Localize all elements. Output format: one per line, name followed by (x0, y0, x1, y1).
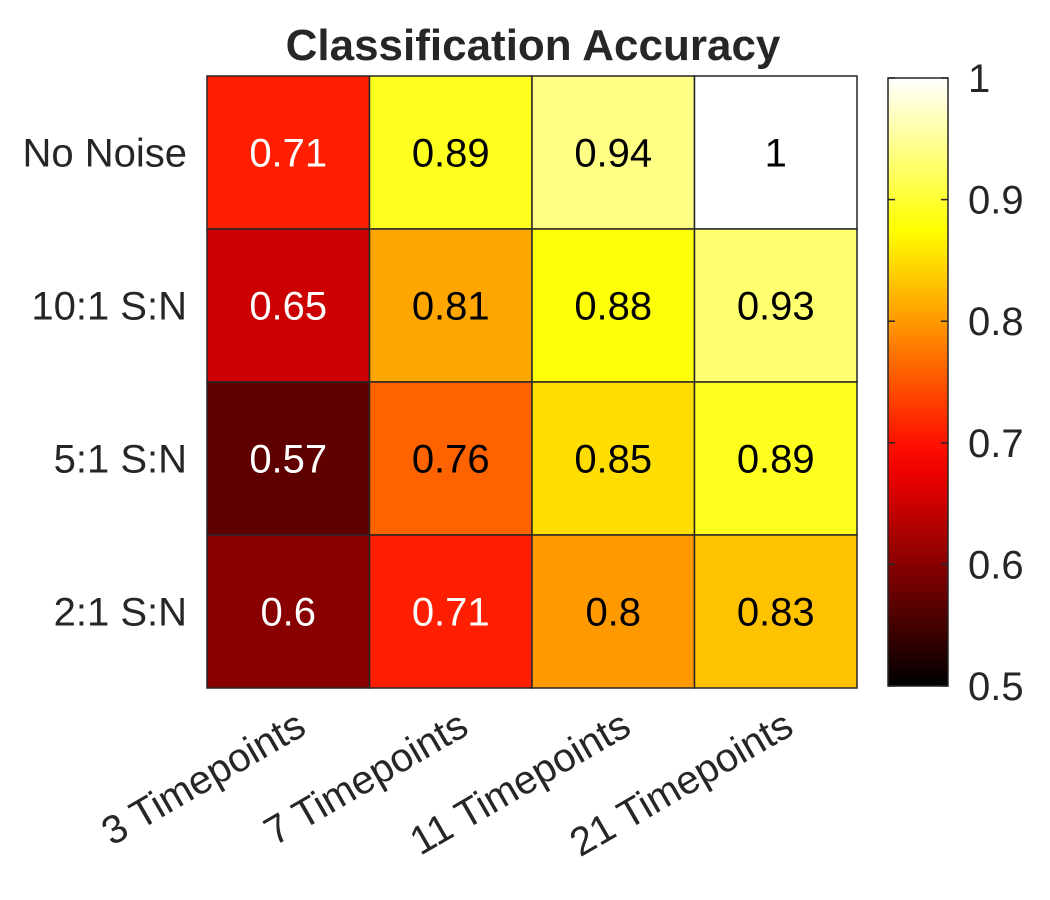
cell-value-label: 0.89 (737, 438, 815, 482)
colorbar-tick-label: 0.5 (968, 665, 1024, 709)
heatmap-cell (531, 75, 696, 230)
heatmap-cell (693, 381, 858, 536)
y-tick-label: 2:1 S:N (54, 591, 187, 635)
colorbar-gradient (887, 77, 949, 687)
cell-value-label: 0.93 (737, 285, 815, 329)
cell-value-label: 0.8 (585, 591, 641, 635)
y-tick-label: No Noise (22, 132, 187, 176)
cell-value-label: 0.94 (574, 132, 652, 176)
heatmap-cells: 0.71 0.89 0.94 1 0.65 0.81 0.88 0.93 0.57 0.76 0.8… (206, 75, 858, 689)
cell-value-label: 0.83 (737, 591, 815, 635)
y-tick-label: 10:1 S:N (31, 285, 187, 329)
y-tick-label: 5:1 S:N (54, 438, 187, 482)
heatmap-cell (368, 75, 533, 230)
cell-value-label: 0.76 (412, 438, 490, 482)
heatmap-cell (693, 534, 858, 689)
chart-title: Classification Accuracy (286, 21, 781, 70)
colorbar-tick-label: 0.6 (968, 543, 1024, 587)
cell-value-label: 0.57 (249, 438, 327, 482)
y-axis-tick-labels: No Noise 10:1 S:N 5:1 S:N 2:1 S:N (22, 132, 187, 635)
heatmap-cell (693, 228, 858, 383)
heatmap-cell (693, 75, 858, 230)
cell-value-label: 0.65 (249, 285, 327, 329)
cell-value-label: 0.71 (412, 591, 490, 635)
cell-value-label: 0.85 (574, 438, 652, 482)
heatmap-cell (206, 534, 371, 689)
cell-value-label: 0.88 (574, 285, 652, 329)
heatmap-cell (368, 381, 533, 536)
cell-value-label: 0.89 (412, 132, 490, 176)
heatmap-cell (368, 534, 533, 689)
cell-value-label: 0.81 (412, 285, 490, 329)
heatmap-cell (206, 75, 371, 230)
heatmap-cell (206, 228, 371, 383)
heatmap-cell (368, 228, 533, 383)
colorbar-tick-label: 0.9 (968, 179, 1024, 223)
cell-value-label: 0.71 (249, 132, 327, 176)
colorbar-tick-label: 0.8 (968, 300, 1024, 344)
colorbar-tick-label: 0.7 (968, 422, 1024, 466)
cell-value-label: 1 (765, 132, 787, 176)
heatmap-cell (531, 534, 696, 689)
colorbar: 0.5 0.6 0.7 0.8 0.9 1 (887, 57, 1024, 709)
cell-value-label: 0.6 (260, 591, 316, 635)
colorbar-tick-label: 1 (968, 57, 990, 101)
